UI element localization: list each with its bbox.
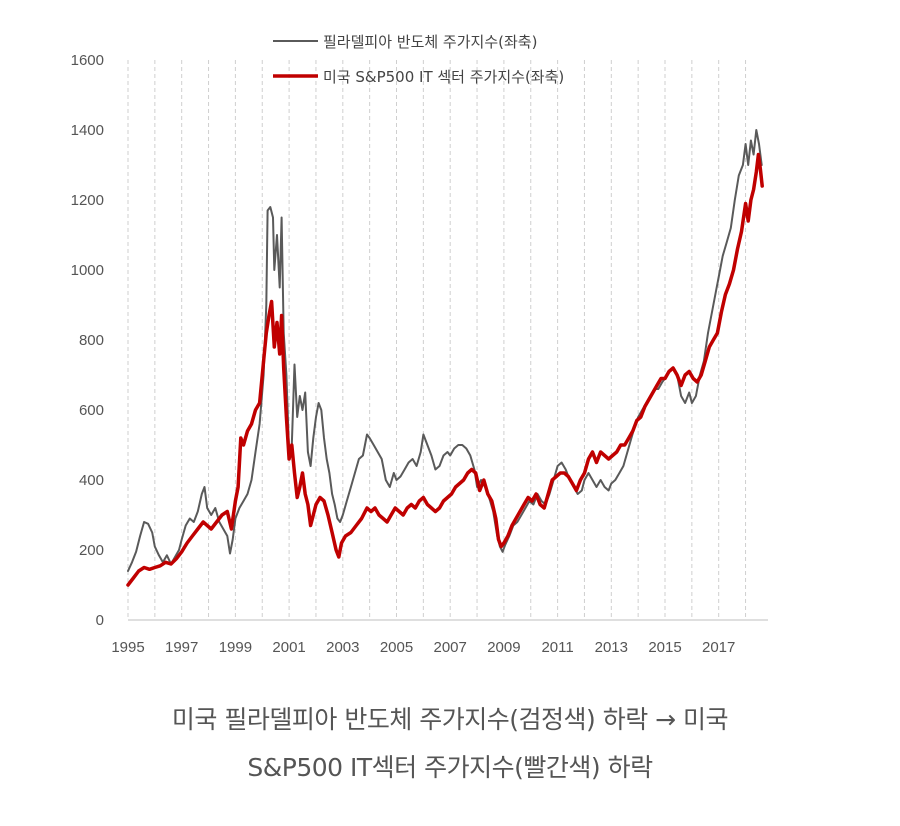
x-tick-label: 2007 xyxy=(434,639,467,656)
x-tick-label: 2011 xyxy=(541,639,573,656)
x-tick-label: 2015 xyxy=(648,639,681,656)
y-tick-label: 0 xyxy=(96,612,104,629)
y-tick-label: 1200 xyxy=(71,192,104,209)
legend: 필라델피아 반도체 주가지수(좌축) 미국 S&P500 IT 섹터 주가지수(… xyxy=(273,33,564,86)
x-tick-label: 2013 xyxy=(595,639,628,656)
grid-lines xyxy=(127,60,747,620)
axes: 1995 1997 1999 2001 2003 2005 2007 2009 2011 2013… xyxy=(71,52,768,656)
y-tick-label: 1000 xyxy=(71,262,104,279)
series-line-it-sector xyxy=(126,152,764,587)
y-tick-label: 200 xyxy=(79,542,104,559)
x-tick-label: 1997 xyxy=(165,639,198,656)
legend-label-semiconductor: 필라델피아 반도체 주가지수(좌축) xyxy=(323,33,537,51)
x-tick-label: 2017 xyxy=(702,639,735,656)
y-tick-label: 1400 xyxy=(71,122,104,139)
series xyxy=(126,129,764,587)
caption-line-2: S&P500 IT섹터 주가지수(빨간색) 하락 xyxy=(247,753,653,782)
x-tick-label: 2005 xyxy=(380,639,413,656)
x-tick-label: 2003 xyxy=(326,639,359,656)
y-tick-label: 1600 xyxy=(71,52,104,69)
x-tick-label: 2009 xyxy=(487,639,520,656)
line-chart: 1995 1997 1999 2001 2003 2005 2007 2009 2011 2013… xyxy=(71,33,768,656)
legend-label-it-sector: 미국 S&P500 IT 섹터 주가지수(좌축) xyxy=(323,68,564,86)
y-tick-label: 600 xyxy=(79,402,104,419)
series-line-semiconductor xyxy=(127,129,763,572)
y-tick-label: 400 xyxy=(79,472,104,489)
x-tick-label: 2001 xyxy=(272,639,305,656)
x-tick-label: 1995 xyxy=(111,639,144,656)
caption-line-1: 미국 필라델피아 반도체 주가지수(검정색) 하락 → 미국 xyxy=(171,705,729,734)
y-tick-label: 800 xyxy=(79,332,104,349)
x-tick-label: 1999 xyxy=(219,639,252,656)
